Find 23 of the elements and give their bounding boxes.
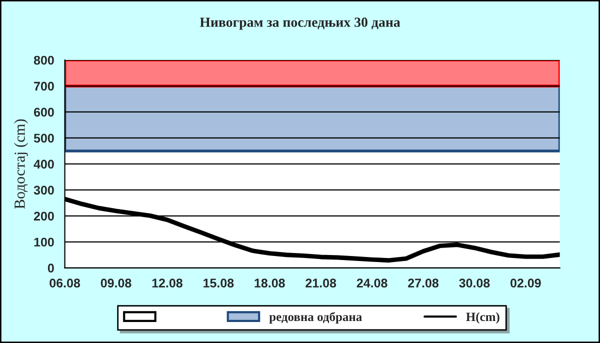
x-tick-label: 06.08 (50, 278, 80, 288)
x-tick-label: 30.08 (459, 278, 490, 288)
y-tick-label: 700 (34, 82, 54, 91)
x-tick-label: 27.08 (408, 278, 439, 288)
y-axis-title: Водостај (cm) (14, 119, 28, 209)
chart-title: Нивограм за последњих 30 дана (200, 18, 400, 30)
y-tick-label: 200 (34, 212, 54, 221)
y-tick-label: 0 (48, 264, 54, 273)
x-tick-label: 15.08 (204, 278, 234, 288)
legend-label: редовна одбрана (269, 312, 362, 324)
y-tick-label: 800 (34, 56, 54, 65)
x-tick-label: 18.08 (254, 278, 285, 288)
x-tick-label: 02.09 (510, 278, 541, 288)
y-tick-label: 500 (34, 134, 54, 143)
x-tick-label: 09.08 (100, 278, 132, 288)
x-tick-label: 24.08 (356, 278, 388, 288)
x-tick-label: 12.08 (152, 278, 182, 288)
y-tick-label: 400 (34, 160, 54, 169)
y-tick-label: 600 (34, 108, 54, 117)
y-tick-label: 300 (34, 186, 54, 195)
x-tick-label: 21.08 (306, 278, 336, 288)
y-tick-label: 100 (34, 238, 54, 247)
legend-label: H(cm) (466, 312, 500, 324)
